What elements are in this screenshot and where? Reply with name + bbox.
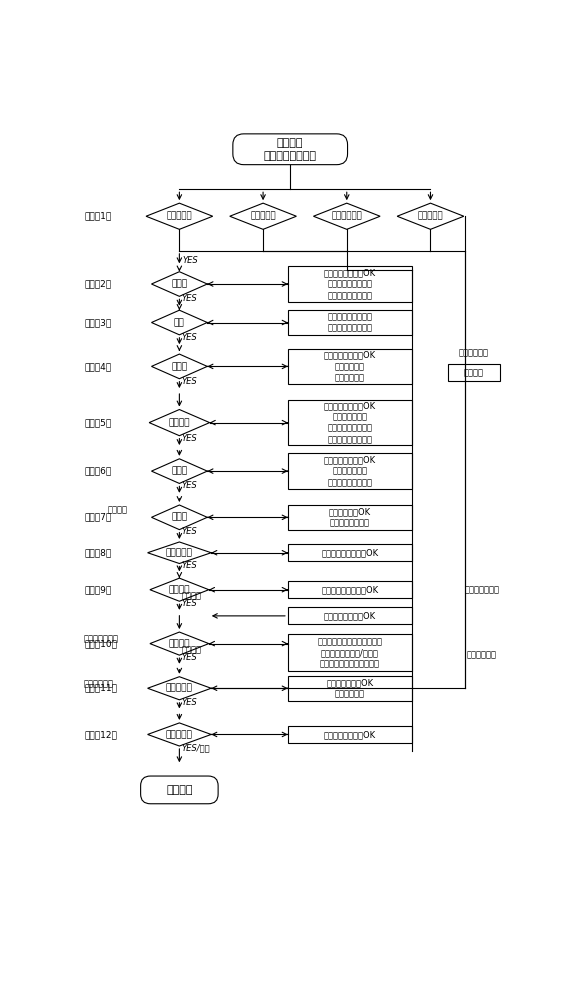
Text: 发电机解列状态监视
发电机出口开关跳闸: 发电机解列状态监视 发电机出口开关跳闸 [327,312,373,333]
Text: 至机组全停: 至机组全停 [418,212,443,221]
Text: 投风闸: 投风闸 [171,467,188,476]
Text: 步骤（4）: 步骤（4） [85,362,112,371]
Text: 停技术供水: 停技术供水 [166,730,193,739]
Text: 机组运行
正常停机条件满足: 机组运行 正常停机条件满足 [264,138,317,161]
Bar [447,364,500,381]
Polygon shape [151,505,208,530]
Text: 筒形阀状态监视OK
筒形阀已全关: 筒形阀状态监视OK 筒形阀已全关 [327,678,374,698]
Text: 减负荷: 减负荷 [171,280,188,289]
Polygon shape [150,578,209,601]
Text: 蒸筒形阀: 蒸筒形阀 [464,368,484,377]
Polygon shape [147,723,211,746]
Text: YES: YES [181,434,197,443]
Text: 导叶开度状态监视OK
启动高压油系统
全关水轮机活动导叶
投入调速器停电磁阀: 导叶开度状态监视OK 启动高压油系统 全关水轮机活动导叶 投入调速器停电磁阀 [324,401,376,444]
Text: 励磁系统状态监视OK
跳开励磁开关
合上灭磁开关: 励磁系统状态监视OK 跳开励磁开关 合上灭磁开关 [324,350,376,382]
Text: 锁锭状态监视OK
停水导外循环油泵: 锁锭状态监视OK 停水导外循环油泵 [329,507,371,528]
Bar [288,453,412,489]
Text: 蒸筒形阀未使能: 蒸筒形阀未使能 [83,634,119,643]
Polygon shape [147,542,211,564]
Text: 步骤（12）: 步骤（12） [85,730,118,739]
Text: 步骤（7）: 步骤（7） [85,513,112,522]
Text: 解列: 解列 [174,318,185,327]
Text: 流程结束: 流程结束 [166,785,193,795]
Bar [288,505,412,530]
Text: 步骤（11）: 步骤（11） [85,684,118,693]
FancyBboxPatch shape [233,134,348,165]
Text: 停高压油: 停高压油 [168,585,190,594]
Bar [288,400,412,445]
Text: 至机组空转: 至机组空转 [250,212,276,221]
Text: 投蠕动探测状态监视OK: 投蠕动探测状态监视OK [321,548,378,557]
Text: 步骤（9）: 步骤（9） [85,585,112,594]
Bar [288,581,412,598]
Text: 步骤（6）: 步骤（6） [85,467,112,476]
Bar [288,310,412,335]
Bar [288,726,412,743]
Text: 关闭筒形阀: 关闭筒形阀 [166,684,193,693]
Text: YES: YES [181,561,197,570]
Bar [288,544,412,561]
Bar [288,607,412,624]
Text: 投锁锭: 投锁锭 [171,513,188,522]
Polygon shape [151,459,208,483]
Text: 蒸筒形阀使能: 蒸筒形阀使能 [459,348,489,357]
Text: 停励磁: 停励磁 [171,362,188,371]
Text: YES: YES [183,256,198,265]
Text: 本步超时: 本步超时 [108,505,128,514]
Text: YES: YES [181,599,197,608]
Bar [288,349,412,384]
Text: YES: YES [181,377,197,386]
Text: YES: YES [181,333,197,342]
Text: 投蠕动探测: 投蠕动探测 [166,548,193,557]
Text: 机组出力状态监视OK
减有功功率至设定值
减无功功率至设定值: 机组出力状态监视OK 减有功功率至设定值 减无功功率至设定值 [324,268,376,300]
FancyBboxPatch shape [141,776,218,804]
Text: 步骤（10）: 步骤（10） [85,639,118,648]
Polygon shape [151,354,208,379]
Polygon shape [151,310,208,335]
Bar [288,266,412,302]
Text: 技术供水状态监视OK: 技术供水状态监视OK [324,730,376,739]
Text: YES/超时: YES/超时 [181,744,210,753]
Text: 至机组空载: 至机组空载 [167,212,192,221]
Polygon shape [146,203,213,229]
Text: 蒸筒形阀超时: 蒸筒形阀超时 [83,679,113,688]
Text: 高压油系统状态监视OK: 高压油系统状态监视OK [321,585,378,594]
Text: YES: YES [181,294,197,303]
Text: 停调速器: 停调速器 [168,418,190,427]
Bar [288,634,412,671]
Text: 蒸筒形阀未使能: 蒸筒形阀未使能 [464,585,499,594]
Text: 液压设备状态监视OK: 液压设备状态监视OK [324,611,376,620]
Text: YES: YES [181,698,197,707]
Text: 本步超时: 本步超时 [181,591,202,600]
Text: 蒸筒形阀使能: 蒸筒形阀使能 [467,651,497,660]
Polygon shape [230,203,297,229]
Text: 停液压设: 停液压设 [168,639,190,648]
Text: 步骤（5）: 步骤（5） [85,418,112,427]
Polygon shape [314,203,380,229]
Polygon shape [151,272,208,296]
Polygon shape [397,203,464,229]
Text: 步骤（8）: 步骤（8） [85,548,112,557]
Text: 步骤（2）: 步骤（2） [85,280,112,289]
Polygon shape [150,632,209,655]
Text: 步骤（1）: 步骤（1） [85,212,112,221]
Text: YES: YES [181,481,197,490]
Text: 机组转速状态监视OK
风闸制动腔充气
投制动粉尘吸收装置: 机组转速状态监视OK 风闸制动腔充气 投制动粉尘吸收装置 [324,455,376,487]
Polygon shape [147,677,211,700]
Text: YES: YES [181,527,197,536]
Text: 至机组水系统: 至机组水系统 [331,212,362,221]
Text: 步骤（3）: 步骤（3） [85,318,112,327]
Text: YES: YES [181,653,197,662]
Polygon shape [149,410,210,436]
Text: 停液压系统、截风闸、退制动
碳粉收装置、退锁/上导油
撤张收装置、投机坑加热器: 停液压系统、截风闸、退制动 碳粉收装置、退锁/上导油 撤张收装置、投机坑加热器 [318,637,382,669]
Text: 本步超时: 本步超时 [181,645,202,654]
Bar [288,676,412,701]
